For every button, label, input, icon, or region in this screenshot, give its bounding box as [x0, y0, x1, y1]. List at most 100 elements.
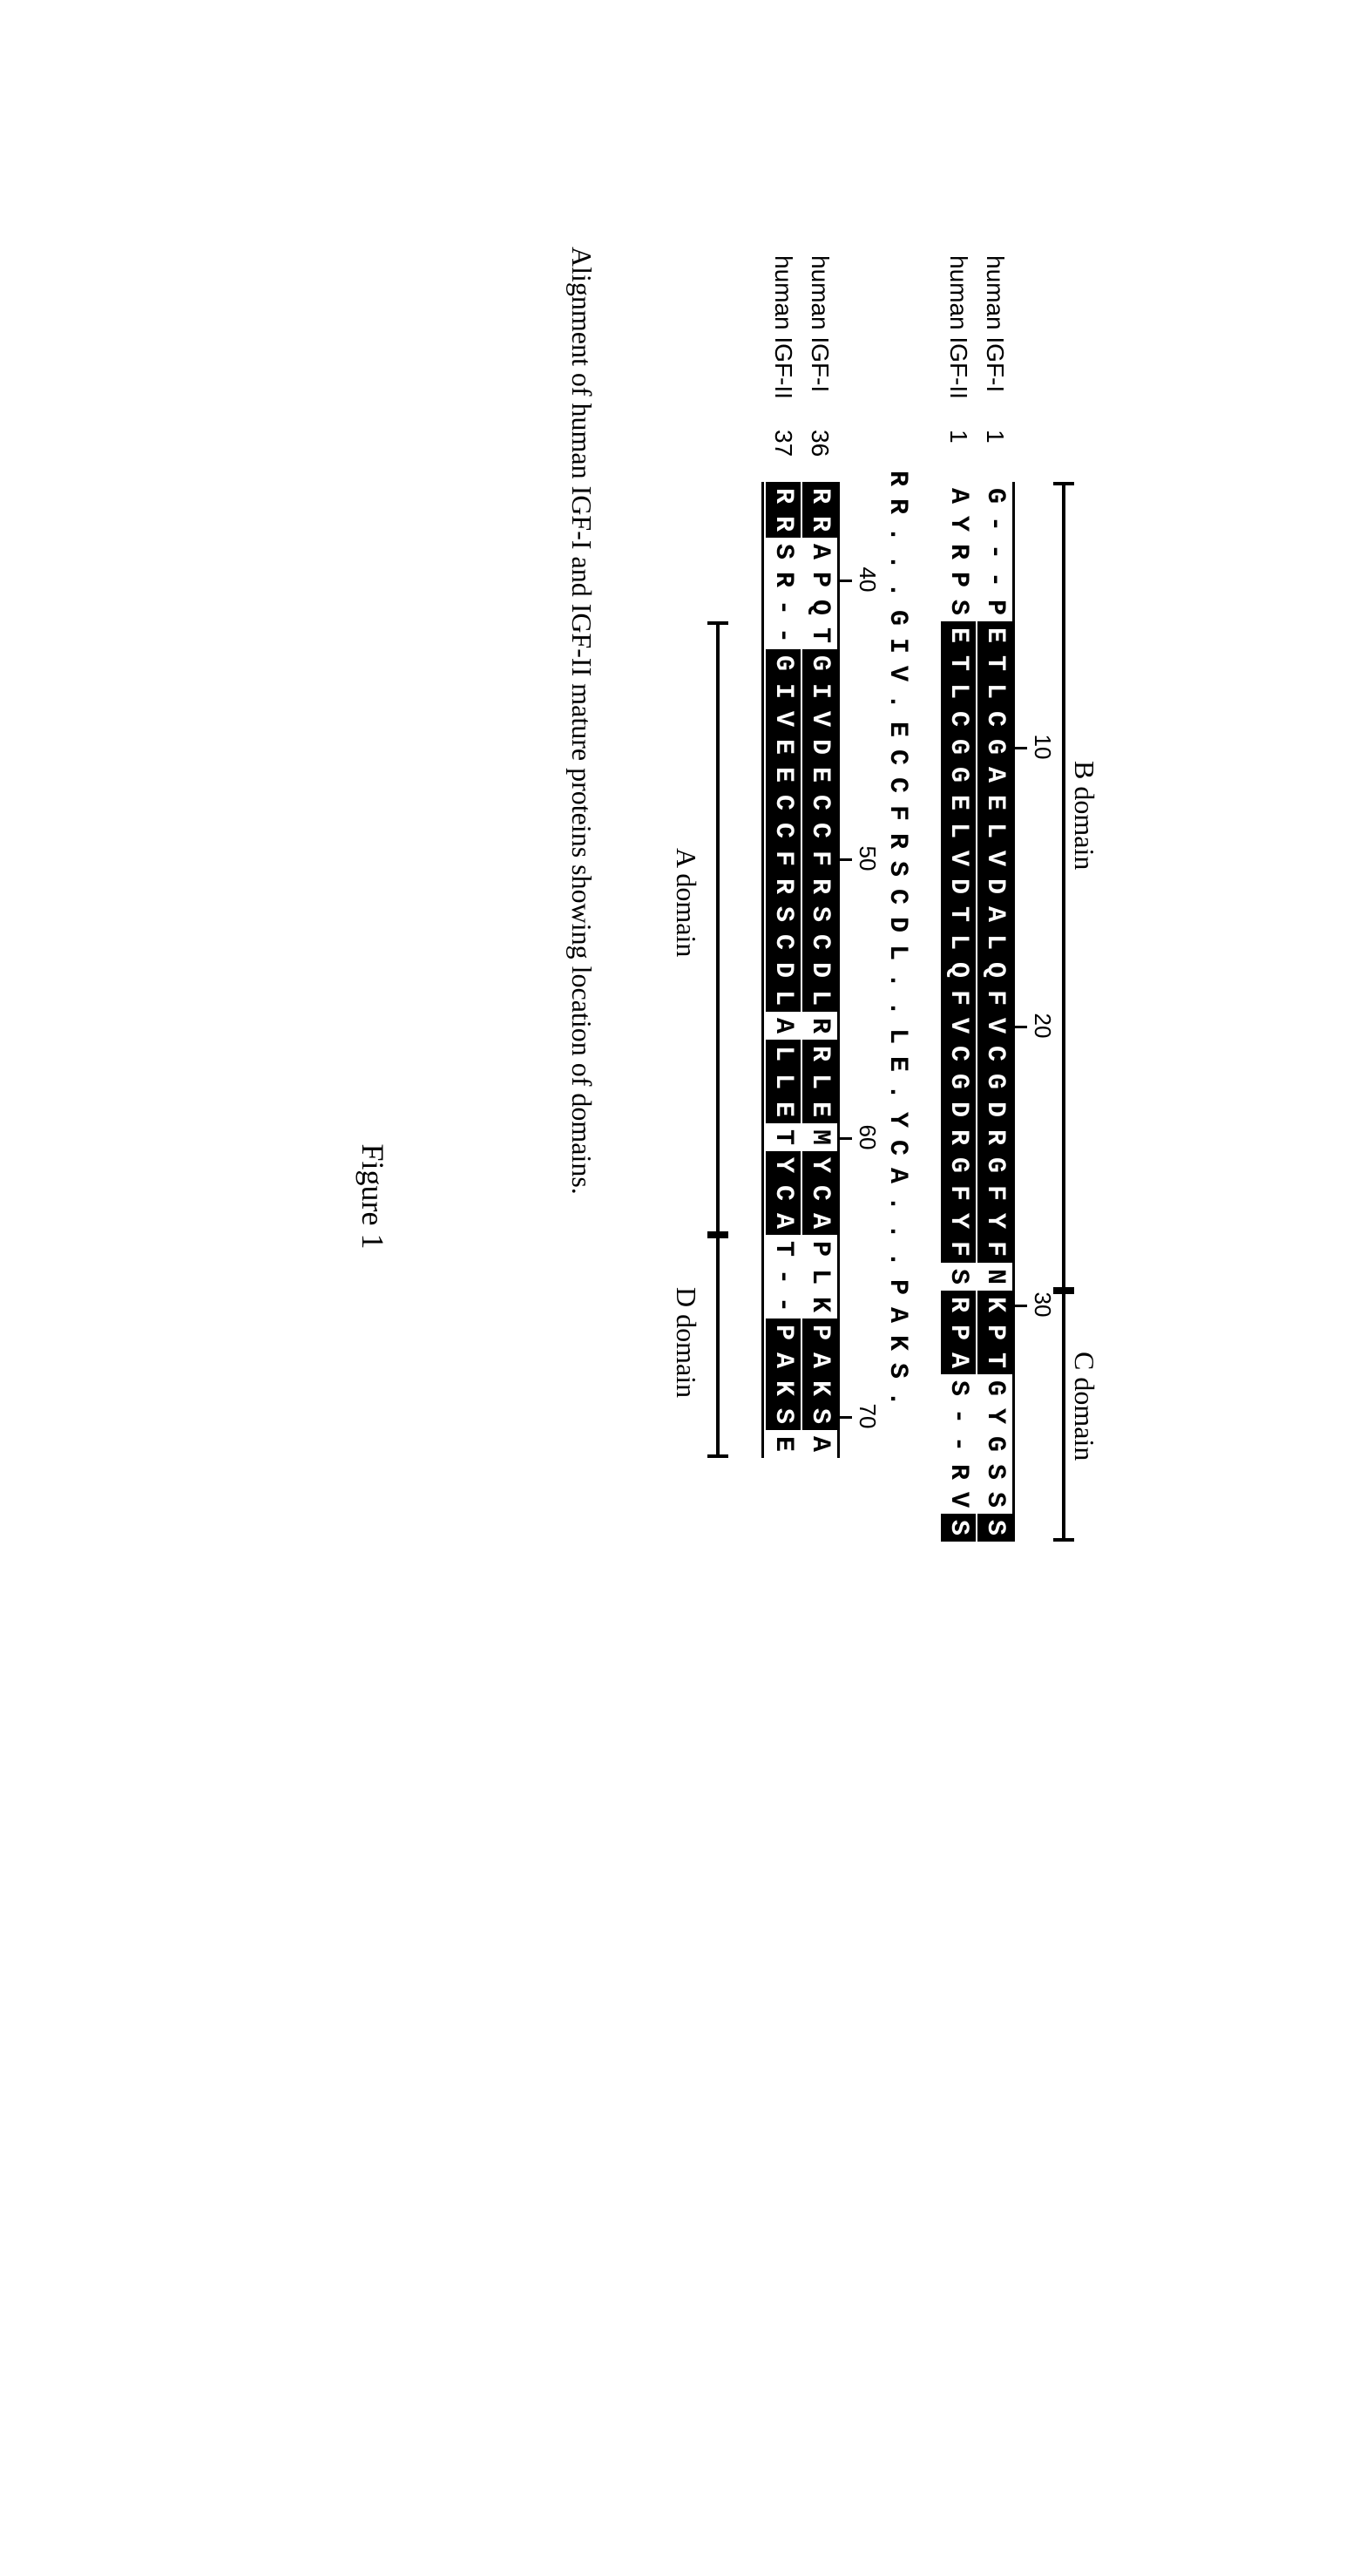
residue: C	[802, 817, 837, 844]
residue-run: RRAPQTGIVDECCFRSCDLRRLEMYCAPLKPAKSA	[802, 482, 837, 1458]
consensus-residue: E	[880, 1050, 915, 1078]
consensus-residue: L	[880, 1022, 915, 1050]
residue: G	[941, 1068, 976, 1095]
residue: R	[802, 1012, 837, 1040]
residue: S	[941, 1263, 976, 1291]
residue: C	[766, 789, 801, 817]
residue: K	[802, 1374, 837, 1402]
residue: N	[977, 1263, 1012, 1291]
domain-bar: B domain	[1062, 482, 1065, 1291]
residue: E	[766, 1430, 801, 1458]
domain-label: C domain	[1068, 1352, 1100, 1461]
residue: D	[977, 1095, 1012, 1123]
residue-run: G---PETLCGAELVDALQFVCGDRGFYFNKPTGYGSSS	[977, 482, 1012, 1542]
residue: E	[766, 1095, 801, 1123]
residue: R	[941, 1291, 976, 1319]
residue: F	[766, 844, 801, 872]
residue: E	[941, 621, 976, 649]
residue: Q	[977, 956, 1012, 984]
residue: T	[977, 1346, 1012, 1374]
residue: E	[977, 789, 1012, 817]
residue-run: AYRPSETLCGGELVDTLQFVCGDRGFYFSRPAS--RVS	[941, 482, 976, 1542]
residue: L	[941, 677, 976, 705]
residue: S	[766, 538, 801, 566]
residue: Q	[802, 593, 837, 621]
residue: -	[941, 1430, 976, 1458]
residue: D	[802, 956, 837, 984]
residue: R	[977, 1123, 1012, 1151]
domain-label: D domain	[670, 1287, 702, 1398]
ruler-tick-label: 60	[854, 1125, 881, 1150]
residue: C	[977, 705, 1012, 733]
residue: A	[802, 1346, 837, 1374]
alignment-block-1: human IGF-I1G---PETLCGAELVDALQFVCGDRGFYF…	[941, 255, 1012, 2155]
residue: L	[941, 817, 976, 844]
residue: P	[802, 566, 837, 593]
residue: S	[766, 900, 801, 928]
domain-label: A domain	[670, 848, 702, 957]
residue: R	[802, 510, 837, 538]
consensus-residue: C	[880, 1134, 915, 1162]
residue: R	[941, 1458, 976, 1486]
sequence-label: human IGF-I	[981, 255, 1009, 430]
sequence-row: human IGF-II1AYRPSETLCGGELVDTLQFVCGDRGFY…	[941, 255, 976, 2155]
ruler-tick	[840, 1137, 852, 1140]
sequence-start-pos: 1	[981, 430, 1009, 482]
residue: V	[941, 844, 976, 872]
residue: E	[766, 761, 801, 789]
residue: R	[766, 566, 801, 593]
residue: S	[941, 1374, 976, 1402]
residue: S	[766, 1402, 801, 1430]
residue: C	[941, 1040, 976, 1068]
ruler-tick	[840, 580, 852, 582]
ruler-tick-label: 70	[854, 1404, 881, 1429]
consensus-residue: .	[880, 1190, 915, 1217]
consensus-residue: L	[880, 939, 915, 966]
residue: K	[802, 1291, 837, 1319]
consensus-residue: .	[880, 994, 915, 1022]
residue: Y	[941, 510, 976, 538]
residue: R	[941, 538, 976, 566]
consensus-residue: S	[880, 855, 915, 883]
ruler-tick	[1015, 747, 1027, 749]
residue: L	[977, 817, 1012, 844]
consensus-residue: .	[880, 1245, 915, 1273]
residue: V	[977, 844, 1012, 872]
ruler-tick-label: 40	[854, 567, 881, 593]
residue: -	[941, 1402, 976, 1430]
consensus-residue: F	[880, 799, 915, 827]
residue: -	[766, 1263, 801, 1291]
consensus-residue: R	[880, 464, 915, 492]
ruler-tick-label: 20	[1029, 1013, 1056, 1039]
residue: T	[766, 1235, 801, 1263]
residue: T	[941, 649, 976, 677]
residue: A	[977, 761, 1012, 789]
residue: L	[941, 928, 976, 956]
consensus-residue: .	[880, 688, 915, 715]
residue: A	[941, 1346, 976, 1374]
residue: I	[766, 677, 801, 705]
residue: C	[941, 705, 976, 733]
residue-run: RRSR--GIVEECCFRSCDLALLETYCAT--PAKSE	[766, 482, 801, 1458]
residue: Y	[977, 1207, 1012, 1235]
residue: G	[977, 1068, 1012, 1095]
figure-number: Figure 1	[355, 238, 391, 2155]
sequence-label: human IGF-I	[806, 255, 834, 430]
consensus-residue: R	[880, 492, 915, 520]
residue: C	[802, 789, 837, 817]
residue: -	[766, 1291, 801, 1319]
residue: Y	[941, 1207, 976, 1235]
residue: K	[766, 1374, 801, 1402]
residue: D	[977, 872, 1012, 900]
consensus-residue: .	[880, 548, 915, 576]
residue: R	[941, 1123, 976, 1151]
residue: A	[802, 1430, 837, 1458]
residue: R	[766, 510, 801, 538]
domain-bar: D domain	[716, 1235, 720, 1458]
residue: R	[802, 1040, 837, 1068]
residue: P	[766, 1319, 801, 1346]
residue: F	[941, 1179, 976, 1207]
residue: C	[766, 928, 801, 956]
residue: S	[977, 1486, 1012, 1514]
ruler-tick-label: 30	[1029, 1292, 1056, 1318]
